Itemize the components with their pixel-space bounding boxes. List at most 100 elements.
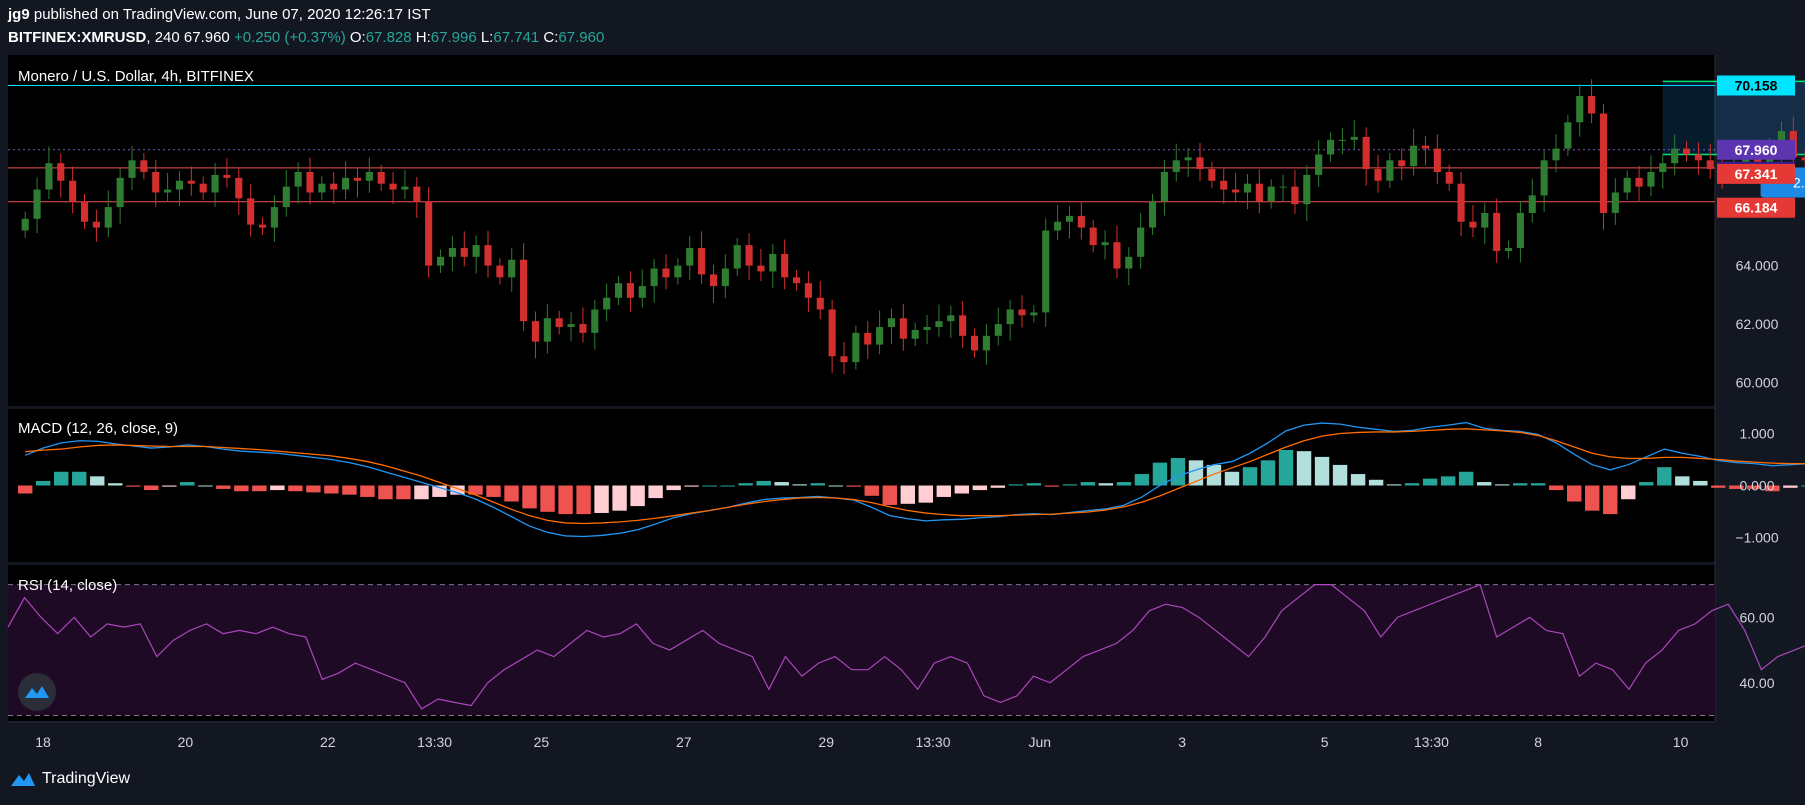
candle-body[interactable] <box>104 207 112 228</box>
candle-body[interactable] <box>282 186 290 208</box>
candle-body[interactable] <box>1528 195 1536 213</box>
candle-body[interactable] <box>1172 160 1180 172</box>
candle-body[interactable] <box>543 318 551 342</box>
candle-body[interactable] <box>1018 309 1026 316</box>
candle-body[interactable] <box>199 183 207 193</box>
candle-body[interactable] <box>1564 122 1572 149</box>
candle-body[interactable] <box>769 253 777 272</box>
candle-body[interactable] <box>840 356 848 363</box>
candle-body[interactable] <box>1801 157 1805 161</box>
candle-body[interactable] <box>152 172 160 193</box>
candle-body[interactable] <box>116 177 124 208</box>
candle-body[interactable] <box>1148 201 1157 228</box>
candle-body[interactable] <box>460 248 468 257</box>
candle-body[interactable] <box>1042 230 1050 313</box>
candle-body[interactable] <box>175 180 184 190</box>
candle-body[interactable] <box>1398 160 1406 167</box>
candle-body[interactable] <box>1504 248 1513 251</box>
candle-body[interactable] <box>1267 186 1275 202</box>
candle-body[interactable] <box>721 268 729 287</box>
candle-body[interactable] <box>1481 212 1489 228</box>
candle-body[interactable] <box>1457 183 1465 222</box>
candle-body[interactable] <box>436 256 445 266</box>
candle-body[interactable] <box>1671 148 1679 164</box>
candle-body[interactable] <box>603 297 611 310</box>
candle-body[interactable] <box>1576 95 1584 123</box>
candle-body[interactable] <box>342 177 350 190</box>
candle-body[interactable] <box>187 180 195 184</box>
candle-body[interactable] <box>1184 157 1192 161</box>
candle-body[interactable] <box>401 186 409 190</box>
candle-body[interactable] <box>709 274 718 287</box>
candle-body[interactable] <box>1635 177 1643 187</box>
candle-body[interactable] <box>614 283 623 298</box>
candle-body[interactable] <box>377 172 385 184</box>
candle-body[interactable] <box>306 172 314 193</box>
candle-body[interactable] <box>982 335 990 351</box>
candle-body[interactable] <box>520 259 528 322</box>
candle-body[interactable] <box>496 265 504 278</box>
candle-body[interactable] <box>994 324 1002 336</box>
candle-body[interactable] <box>1006 309 1014 325</box>
candle-body[interactable] <box>140 160 148 172</box>
price-pane[interactable] <box>8 55 1715 406</box>
candle-body[interactable] <box>1386 160 1394 181</box>
candle-body[interactable] <box>792 277 801 284</box>
candle-body[interactable] <box>686 248 694 266</box>
candle-body[interactable] <box>1338 139 1346 141</box>
candle-body[interactable] <box>33 189 41 219</box>
candle-body[interactable] <box>1540 160 1548 196</box>
candle-body[interactable] <box>1552 148 1560 161</box>
candle-body[interactable] <box>1421 145 1430 149</box>
candle-body[interactable] <box>1410 145 1418 167</box>
candle-body[interactable] <box>69 180 77 202</box>
symbol-name[interactable]: BITFINEX:XMRUSD <box>8 29 147 46</box>
candle-body[interactable] <box>1279 186 1287 188</box>
candle-body[interactable] <box>947 315 955 322</box>
candle-body[interactable] <box>1469 221 1477 228</box>
candle-body[interactable] <box>887 318 896 328</box>
candle-body[interactable] <box>448 248 456 257</box>
candle-body[interactable] <box>1315 154 1323 175</box>
candle-body[interactable] <box>484 245 492 266</box>
candle-body[interactable] <box>330 183 338 190</box>
candle-body[interactable] <box>211 174 219 193</box>
candle-body[interactable] <box>1232 189 1240 193</box>
candle-body[interactable] <box>579 324 587 333</box>
macd-line[interactable] <box>24 421 1805 538</box>
candle-body[interactable] <box>626 283 634 298</box>
candle-body[interactable] <box>413 186 421 202</box>
candle-body[interactable] <box>567 324 575 328</box>
candle-body[interactable] <box>1065 215 1074 222</box>
candle-body[interactable] <box>318 183 326 193</box>
candle-body[interactable] <box>294 172 302 187</box>
candle-body[interactable] <box>1054 221 1062 231</box>
candle-body[interactable] <box>804 283 812 298</box>
candle-body[interactable] <box>92 221 100 228</box>
candle-body[interactable] <box>1374 169 1382 181</box>
candle-body[interactable] <box>1160 172 1168 202</box>
candle-body[interactable] <box>591 309 599 333</box>
candle-body[interactable] <box>1243 183 1252 193</box>
candle-body[interactable] <box>781 253 789 278</box>
candle-body[interactable] <box>1433 148 1441 172</box>
candle-body[interactable] <box>531 321 540 342</box>
candle-body[interactable] <box>508 259 516 278</box>
candle-body[interactable] <box>1326 139 1335 155</box>
candle-body[interactable] <box>80 201 89 222</box>
candle-body[interactable] <box>923 327 931 330</box>
candle-body[interactable] <box>235 177 243 199</box>
candle-body[interactable] <box>852 332 860 363</box>
candle-body[interactable] <box>698 248 706 275</box>
candle-body[interactable] <box>1255 183 1263 202</box>
candle-body[interactable] <box>745 245 753 266</box>
candle-body[interactable] <box>223 174 231 178</box>
candle-body[interactable] <box>1588 95 1596 114</box>
candle-body[interactable] <box>1611 192 1619 213</box>
candle-body[interactable] <box>353 177 362 181</box>
candle-body[interactable] <box>1599 113 1608 213</box>
candle-body[interactable] <box>1077 215 1085 228</box>
candle-body[interactable] <box>1706 160 1714 170</box>
candle-body[interactable] <box>1682 148 1691 155</box>
candle-body[interactable] <box>828 309 836 357</box>
